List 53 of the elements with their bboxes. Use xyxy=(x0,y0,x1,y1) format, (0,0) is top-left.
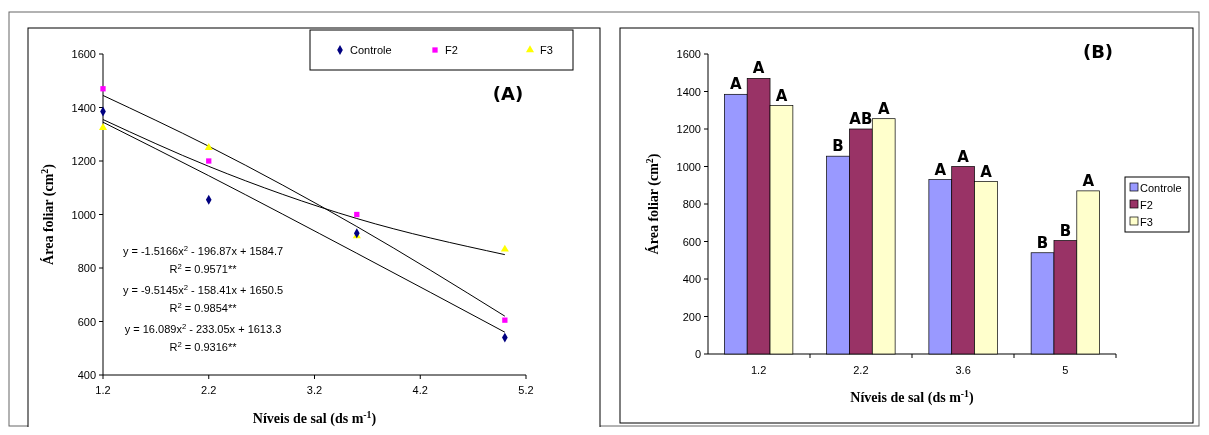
data-label: B xyxy=(832,137,844,156)
x-tick-label: 5 xyxy=(1062,364,1069,376)
x-axis-title: Níveis de sal (ds m$^{-1}$) xyxy=(252,408,377,427)
data-label: A xyxy=(980,162,993,181)
x-tick-label: 1.2 xyxy=(95,384,111,396)
data-label: B xyxy=(1036,233,1049,252)
chart-title: (B) xyxy=(1082,41,1114,62)
legend-label: F2 xyxy=(445,44,458,56)
y-tick-label: 1000 xyxy=(71,208,96,221)
y-tick-label: 800 xyxy=(77,262,96,274)
annotation: R$^{2}$ = 0.9854** xyxy=(169,300,238,314)
y-tick-label: 1600 xyxy=(676,48,701,60)
legend-label: F2 xyxy=(1140,199,1153,211)
y-tick-label: 0 xyxy=(694,348,701,360)
y-tick-label: 400 xyxy=(77,369,96,381)
x-tick-label: 2.2 xyxy=(201,384,217,396)
x-tick-label: 3.6 xyxy=(955,364,971,376)
x-tick-label: 4.2 xyxy=(412,384,428,396)
text: (A) xyxy=(492,83,524,104)
data-label: A xyxy=(752,59,765,78)
x-tick-label: 3.2 xyxy=(306,384,323,396)
y-tick-label: 1600 xyxy=(71,48,96,60)
x-axis-title: Níveis de sal (ds m$^{-1}$) xyxy=(850,387,974,406)
legend-label: F3 xyxy=(1140,216,1153,228)
data-label: A xyxy=(775,86,788,105)
legend-label: Controle xyxy=(350,44,392,56)
annotation: R$^{2}$ = 0.9571** xyxy=(169,261,238,275)
y-tick-label: 800 xyxy=(682,198,701,210)
legend-label: F3 xyxy=(540,44,553,56)
data-label: A xyxy=(877,99,890,118)
y-tick-label: 200 xyxy=(682,310,701,323)
annotation: y = -9.5145x$^{2}$ - 158.41x + 1650.5 xyxy=(122,282,284,296)
y-tick-label: 1200 xyxy=(676,123,701,135)
y-tick-label: 1200 xyxy=(71,155,96,167)
y-tick-label: 400 xyxy=(682,273,701,285)
x-tick-label: 1.2 xyxy=(750,364,767,376)
annotation: y = 16.089x$^{2}$ - 233.05x + 1613.3 xyxy=(124,321,282,335)
data-label: A xyxy=(957,147,970,166)
data-label: A xyxy=(1082,171,1095,190)
y-tick-label: 600 xyxy=(682,235,701,248)
annotation: R$^{2}$ = 0.9316** xyxy=(169,339,238,353)
data-label: B xyxy=(1059,221,1072,240)
x-tick-label: 5.2 xyxy=(518,384,534,396)
data-label: A xyxy=(729,75,742,94)
x-tick-label: 2.2 xyxy=(853,364,869,376)
y-tick-label: 600 xyxy=(77,315,96,328)
y-tick-label: 1000 xyxy=(676,160,701,173)
annotation: y = -1.5166x$^{2}$ - 196.87x + 1584.7 xyxy=(122,243,284,257)
y-tick-label: 1400 xyxy=(676,85,701,98)
y-tick-label: 1400 xyxy=(71,101,96,114)
legend-label: Controle xyxy=(1140,182,1182,194)
data-label: AB xyxy=(849,110,873,128)
data-label: A xyxy=(934,160,947,179)
